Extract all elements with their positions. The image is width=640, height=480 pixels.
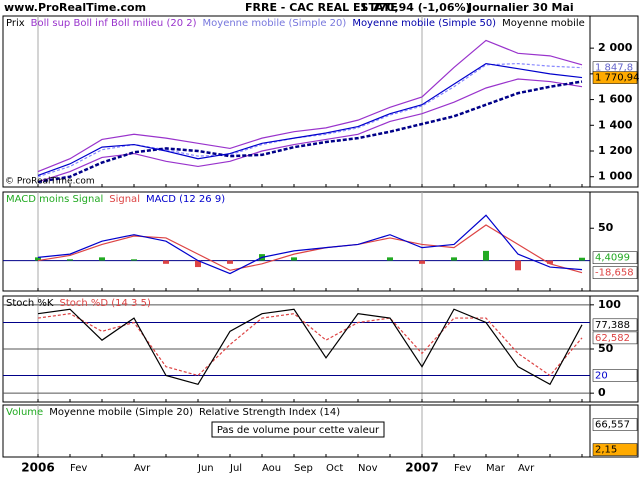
legend-entry: MACD moins Signal <box>6 194 103 205</box>
value-box <box>592 418 638 431</box>
quote: 1 770,94 (-1,06%) <box>360 1 471 14</box>
period: Journalier 30 Mai <box>467 1 574 14</box>
legend-entry: Volume <box>6 407 43 418</box>
value-box <box>592 71 638 84</box>
y-tick-label: 50 <box>598 221 614 234</box>
series-line <box>37 308 583 386</box>
series-line <box>37 80 583 184</box>
value-label: 66,557 <box>595 420 630 431</box>
histogram-bar <box>451 257 457 261</box>
legend-entry: Relative Strength Index (14) <box>199 407 340 418</box>
value-box <box>592 331 638 345</box>
axis-panel <box>589 404 639 458</box>
value-box <box>592 443 638 456</box>
title: FRRE - CAC REAL ESTATE <box>245 1 398 14</box>
histogram-bar <box>515 260 521 271</box>
histogram-bar <box>387 257 393 261</box>
note-box <box>211 421 385 438</box>
x-tick-label: Jun <box>197 463 214 474</box>
legend-entry: Moyenne mobile (Simple 20) <box>49 407 193 418</box>
value-box <box>592 266 638 279</box>
x-tick-label: Nov <box>358 463 378 474</box>
value-box <box>592 369 638 382</box>
histogram-bar <box>35 257 41 261</box>
x-tick-label: Sep <box>294 463 313 474</box>
x-tick-label: Fev <box>70 463 87 474</box>
histogram-bar <box>579 257 585 261</box>
legend-entry: Stoch %K <box>6 298 54 309</box>
x-tick-label: Jul <box>229 463 242 474</box>
histogram-bar <box>227 260 233 264</box>
x-tick-label: Mar <box>486 463 506 474</box>
legend-entry: Moyenne mobile <box>502 18 585 29</box>
x-tick-label: 2007 <box>405 461 438 475</box>
series-line <box>37 224 583 274</box>
legend-entry: Signal <box>109 194 140 205</box>
legend-entry: Boll sup Boll inf Boll milieu (20 2) <box>31 18 197 29</box>
histogram-bar <box>547 260 553 264</box>
site: www.ProRealTime.com <box>4 1 146 14</box>
axis-panel <box>589 191 639 292</box>
histogram-bar <box>67 259 73 261</box>
y-tick-label: 1 000 <box>598 170 633 183</box>
series-line <box>37 39 583 173</box>
histogram-bar <box>291 257 297 261</box>
y-tick-label: 1 400 <box>598 118 633 131</box>
x-tick-label: Fev <box>454 463 471 474</box>
legend-entry: Moyenne mobile (Simple 20) <box>203 18 347 29</box>
value-label: 20 <box>595 371 608 382</box>
histogram-bar <box>419 260 425 264</box>
series-line <box>37 313 583 377</box>
value-label: 62,582 <box>595 333 630 344</box>
legend-entry: Stoch %D (14 3 5) <box>59 298 150 309</box>
legend-entry: Moyenne mobile (Simple 50) <box>352 18 496 29</box>
y-tick-label: 50 <box>598 342 614 355</box>
value-label: 1 770,94 <box>595 73 640 84</box>
histogram-bar <box>131 259 137 261</box>
y-tick-label: 1 200 <box>598 144 633 157</box>
axis-panel <box>589 15 639 188</box>
value-box <box>592 251 638 264</box>
x-tick-label: Avr <box>518 463 535 474</box>
x-tick-label: 2006 <box>21 461 54 475</box>
value-label: 2,15 <box>595 445 617 456</box>
x-tick-label: Aou <box>262 463 281 474</box>
series-line <box>37 78 583 183</box>
y-tick-label: 2 000 <box>598 41 633 54</box>
value-box <box>592 318 638 332</box>
series-line <box>37 214 583 275</box>
series-line <box>37 62 583 176</box>
value-label: -18,658 <box>595 268 634 279</box>
copyright: © ProRealTime.com <box>5 177 95 187</box>
histogram-bar <box>483 250 489 261</box>
value-label: 4,4099 <box>595 253 630 264</box>
x-tick-label: Avr <box>134 463 151 474</box>
value-label: 1 847,8 <box>595 63 633 74</box>
note: Pas de volume pour cette valeur <box>217 425 380 436</box>
value-label: 77,388 <box>595 320 630 331</box>
legend-entry: MACD (12 26 9) <box>146 194 225 205</box>
y-tick-label: 1 600 <box>598 93 633 106</box>
y-tick-label: 0 <box>598 386 606 399</box>
y-tick-label: 100 <box>598 298 621 311</box>
histogram-bar <box>99 257 105 261</box>
histogram-bar <box>195 260 201 268</box>
x-tick-label: Oct <box>326 463 343 474</box>
legend-entry: Prix <box>6 18 25 29</box>
histogram-bar <box>163 260 169 264</box>
